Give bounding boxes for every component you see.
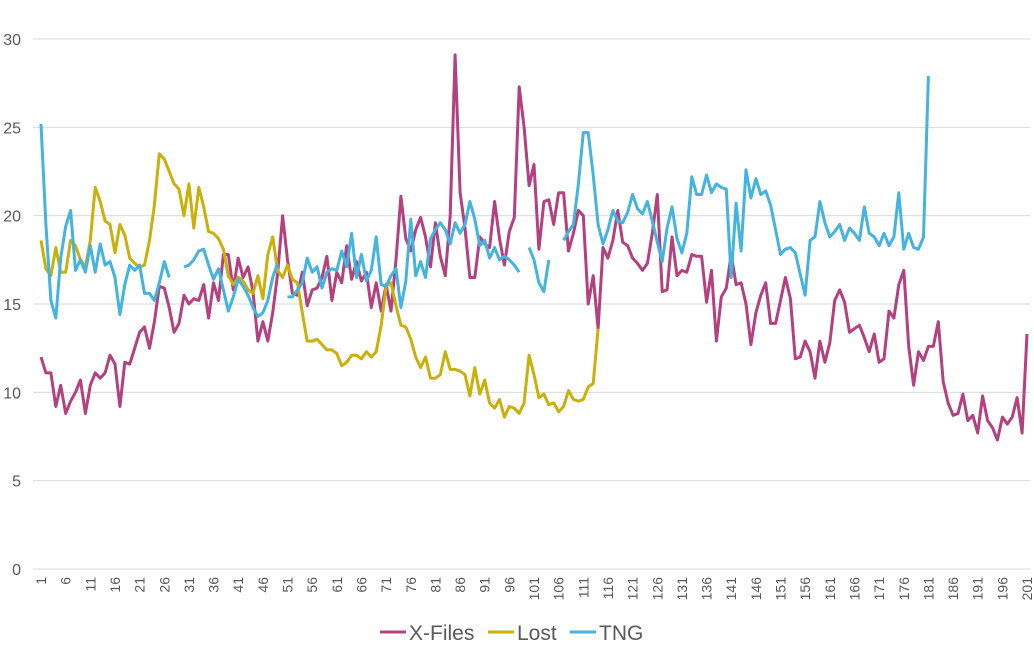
x-tick-label: 106 (551, 577, 567, 601)
y-tick-label: 15 (3, 297, 21, 314)
y-axis: 0 5 10 15 20 25 30 (3, 32, 21, 579)
x-tick-label: 46 (255, 577, 271, 593)
x-tick-label: 116 (600, 577, 616, 600)
x-tick-label: 186 (945, 577, 961, 601)
x-tick-label: 171 (871, 577, 887, 601)
y-tick-label: 25 (3, 120, 21, 137)
y-tick-label: 20 (3, 209, 21, 226)
gridlines (33, 38, 1030, 570)
series-line-tng (39, 76, 930, 320)
x-tick-label: 146 (748, 577, 764, 601)
legend-label: Lost (517, 622, 557, 645)
x-tick-label: 36 (206, 577, 222, 593)
x-tick-label: 96 (501, 577, 517, 593)
x-tick-label: 191 (970, 577, 986, 601)
x-tick-label: 121 (625, 577, 641, 601)
x-tick-label: 161 (822, 577, 838, 601)
x-tick-label: 1 (33, 577, 49, 585)
x-tick-label: 166 (846, 577, 862, 601)
x-tick-label: 111 (575, 577, 591, 598)
x-tick-label: 71 (378, 577, 394, 593)
x-tick-label: 6 (58, 577, 74, 585)
x-tick-label: 21 (132, 577, 148, 593)
x-tick-label: 156 (797, 577, 813, 601)
x-tick-label: 201 (1019, 577, 1034, 601)
y-tick-label: 0 (12, 562, 21, 579)
x-tick-label: 66 (353, 577, 369, 593)
series-line-lost (39, 152, 600, 419)
x-tick-label: 61 (329, 577, 345, 593)
legend-label: TNG (599, 622, 643, 645)
y-tick-label: 30 (3, 32, 21, 49)
x-tick-label: 181 (920, 577, 936, 601)
x-tick-label: 81 (427, 577, 443, 593)
x-tick-label: 196 (994, 577, 1010, 601)
legend-label: X-Files (409, 622, 474, 645)
x-axis: 1 6 11 16 21 26 31 36 41 46 51 56 61 66 71 76 81 86 91 96 10… (33, 577, 1034, 601)
x-tick-label: 41 (230, 577, 246, 593)
x-tick-label: 11 (82, 577, 98, 592)
x-tick-label: 16 (107, 577, 123, 593)
x-tick-label: 141 (723, 577, 739, 601)
x-tick-label: 131 (674, 577, 690, 601)
x-tick-label: 51 (280, 577, 296, 593)
x-tick-label: 101 (526, 577, 542, 601)
y-tick-label: 10 (3, 385, 21, 402)
x-tick-label: 26 (156, 577, 172, 593)
x-tick-label: 86 (452, 577, 468, 593)
x-tick-label: 151 (773, 577, 789, 601)
x-tick-label: 176 (896, 577, 912, 601)
series-line-x-files (39, 53, 1029, 442)
x-tick-label: 31 (181, 577, 197, 593)
x-tick-label: 56 (304, 577, 320, 593)
x-tick-label: 91 (477, 577, 493, 593)
legend: X-Files Lost TNG (380, 622, 643, 645)
series-lines (39, 53, 1029, 442)
x-tick-label: 126 (649, 577, 665, 601)
x-tick-label: 136 (699, 577, 715, 601)
y-tick-label: 5 (12, 474, 21, 491)
x-tick-label: 76 (403, 577, 419, 593)
